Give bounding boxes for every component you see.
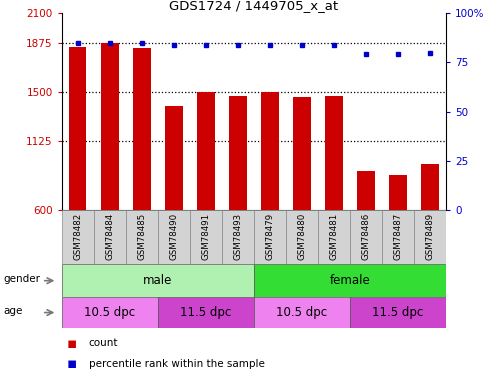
Text: 10.5 dpc: 10.5 dpc [277,306,327,319]
Text: male: male [143,274,173,287]
Bar [62,264,254,297]
Bar [133,48,150,210]
Bar [254,210,286,264]
Bar [94,210,126,264]
Bar [69,47,86,210]
Bar [261,92,279,210]
Bar [190,210,222,264]
Bar [229,96,246,210]
Bar [158,210,190,264]
Text: ▪: ▪ [67,336,77,351]
Bar [382,210,414,264]
Bar [101,44,118,210]
Text: ▪: ▪ [67,356,77,371]
Text: 10.5 dpc: 10.5 dpc [84,306,135,319]
Bar [357,171,375,210]
Text: GSM78482: GSM78482 [73,213,82,260]
Bar [62,210,94,264]
Text: percentile rank within the sample: percentile rank within the sample [89,359,265,369]
Bar [165,106,182,210]
Bar [389,175,407,210]
Text: GSM78480: GSM78480 [297,213,307,260]
Text: GSM78493: GSM78493 [233,213,243,260]
Text: GSM78486: GSM78486 [361,213,371,260]
Title: GDS1724 / 1449705_x_at: GDS1724 / 1449705_x_at [169,0,339,12]
Text: GSM78490: GSM78490 [169,213,178,260]
Text: GSM78491: GSM78491 [201,213,211,260]
Bar [293,97,311,210]
Text: GSM78485: GSM78485 [137,213,146,260]
Bar [158,297,254,328]
Text: GSM78487: GSM78487 [393,213,403,260]
Text: GSM78489: GSM78489 [425,213,435,260]
Bar [254,297,350,328]
Text: female: female [330,274,370,287]
Bar [62,297,158,328]
Text: count: count [89,338,118,348]
Bar [126,210,158,264]
Text: GSM78484: GSM78484 [105,213,114,260]
Bar [254,264,446,297]
Text: 11.5 dpc: 11.5 dpc [373,306,423,319]
Bar [414,210,446,264]
Bar [422,164,439,210]
Bar [197,92,214,210]
Bar [325,96,343,210]
Text: 11.5 dpc: 11.5 dpc [180,306,231,319]
Bar [350,210,382,264]
Text: GSM78481: GSM78481 [329,213,339,260]
Text: GSM78479: GSM78479 [265,213,275,260]
Text: gender: gender [3,274,40,284]
Bar [318,210,350,264]
Bar [286,210,318,264]
Bar [222,210,254,264]
Bar [350,297,446,328]
Text: age: age [3,306,23,316]
